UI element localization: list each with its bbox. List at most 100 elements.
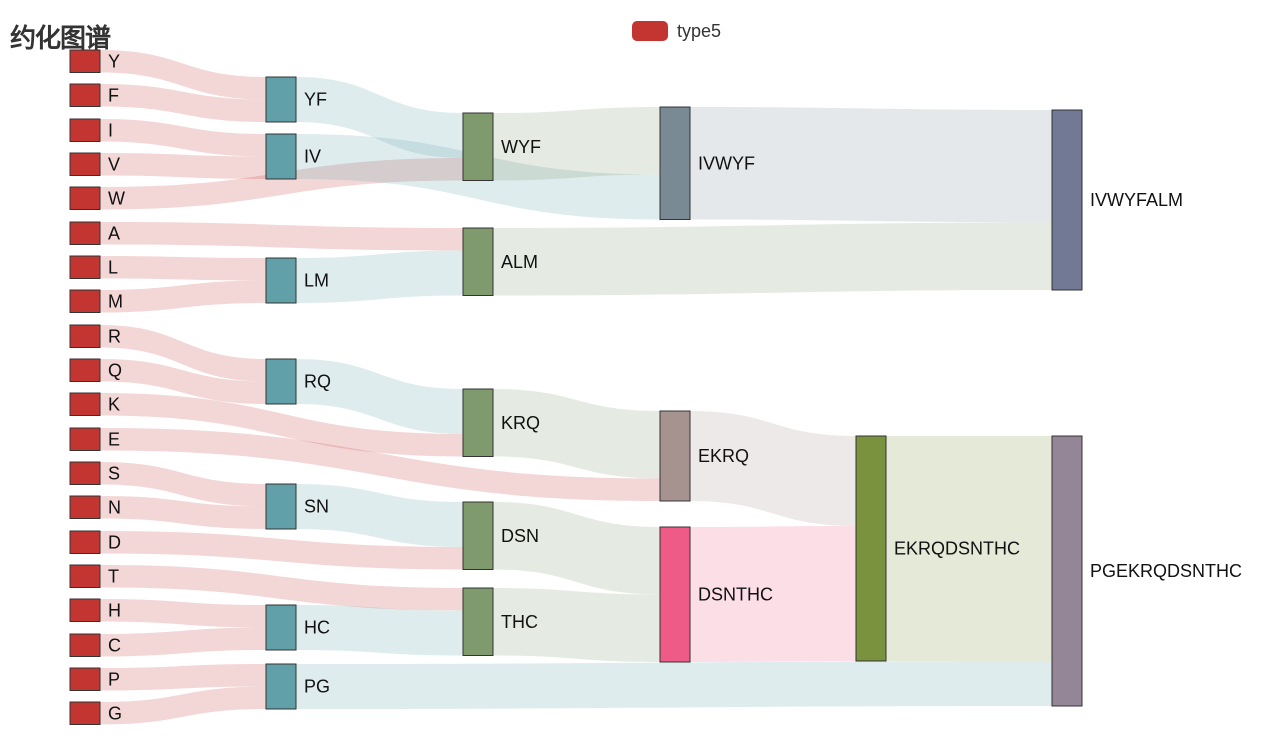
node-DSNTHC[interactable] bbox=[659, 526, 691, 663]
sankey-links bbox=[100, 50, 1052, 725]
link-HC-to-THC[interactable] bbox=[296, 605, 463, 656]
link-P-to-PG[interactable] bbox=[100, 664, 266, 691]
node-G[interactable] bbox=[69, 701, 101, 725]
link-D-to-DSN[interactable] bbox=[100, 531, 463, 570]
node-A[interactable] bbox=[69, 221, 101, 245]
node-WYF[interactable] bbox=[462, 112, 494, 181]
link-DSNTHC-to-EKRQDSNTHC[interactable] bbox=[690, 526, 856, 662]
node-label-G: G bbox=[108, 703, 122, 723]
link-DSN-to-DSNTHC[interactable] bbox=[493, 502, 660, 595]
link-ALM-to-IVWYFALM[interactable] bbox=[493, 222, 1052, 296]
link-THC-to-DSNTHC[interactable] bbox=[493, 588, 660, 662]
node-YF[interactable] bbox=[265, 76, 297, 123]
node-HC[interactable] bbox=[265, 604, 297, 651]
link-M-to-LM[interactable] bbox=[100, 280, 266, 313]
node-EKRQDSNTHC[interactable] bbox=[855, 435, 887, 662]
node-label-L: L bbox=[108, 257, 118, 277]
node-PG[interactable] bbox=[265, 663, 297, 710]
link-LM-to-ALM[interactable] bbox=[296, 250, 463, 304]
link-S-to-SN[interactable] bbox=[100, 462, 266, 507]
link-V-to-IV[interactable] bbox=[100, 153, 266, 179]
node-SN[interactable] bbox=[265, 483, 297, 530]
node-label-PG: PG bbox=[304, 677, 330, 697]
node-label-WYF: WYF bbox=[501, 137, 541, 157]
link-Y-to-YF[interactable] bbox=[100, 50, 266, 100]
link-I-to-IV[interactable] bbox=[100, 119, 266, 157]
node-label-E: E bbox=[108, 429, 120, 449]
node-Q[interactable] bbox=[69, 358, 101, 382]
node-W[interactable] bbox=[69, 186, 101, 210]
legend[interactable]: type5 bbox=[632, 20, 721, 42]
node-label-H: H bbox=[108, 600, 121, 620]
node-PGEKRQDSNTHC[interactable] bbox=[1051, 435, 1083, 707]
node-label-KRQ: KRQ bbox=[501, 413, 540, 433]
node-label-V: V bbox=[108, 154, 120, 174]
link-C-to-HC[interactable] bbox=[100, 627, 266, 657]
link-KRQ-to-EKRQ[interactable] bbox=[493, 389, 660, 479]
node-label-D: D bbox=[108, 532, 121, 552]
node-label-Q: Q bbox=[108, 360, 122, 380]
node-M[interactable] bbox=[69, 289, 101, 313]
node-I[interactable] bbox=[69, 118, 101, 142]
node-label-IVWYFALM: IVWYFALM bbox=[1090, 190, 1183, 210]
link-L-to-LM[interactable] bbox=[100, 256, 266, 281]
node-K[interactable] bbox=[69, 392, 101, 416]
node-label-IV: IV bbox=[304, 147, 321, 167]
node-THC[interactable] bbox=[462, 587, 494, 656]
legend-label-type5: type5 bbox=[677, 20, 722, 41]
link-RQ-to-KRQ[interactable] bbox=[296, 359, 463, 434]
node-RQ[interactable] bbox=[265, 358, 297, 405]
node-label-K: K bbox=[108, 394, 120, 414]
link-Q-to-RQ[interactable] bbox=[100, 359, 266, 404]
link-G-to-PG[interactable] bbox=[100, 686, 266, 725]
node-H[interactable] bbox=[69, 598, 101, 622]
sankey-labels: YFIVWALMRQKESNDTHCPGYFIVLMRQSNHCPGWYFALM… bbox=[108, 51, 1242, 723]
node-N[interactable] bbox=[69, 495, 101, 519]
link-IVWYF-to-IVWYFALM[interactable] bbox=[690, 107, 1052, 223]
node-R[interactable] bbox=[69, 324, 101, 348]
link-A-to-ALM[interactable] bbox=[100, 222, 463, 251]
link-WYF-to-IVWYF[interactable] bbox=[493, 107, 660, 181]
node-label-ALM: ALM bbox=[501, 252, 538, 272]
node-C[interactable] bbox=[69, 633, 101, 657]
link-N-to-SN[interactable] bbox=[100, 496, 266, 529]
node-KRQ[interactable] bbox=[462, 388, 494, 457]
link-PG-to-PGEKRQDSNTHC[interactable] bbox=[296, 661, 1052, 709]
node-EKRQ[interactable] bbox=[659, 410, 691, 502]
node-T[interactable] bbox=[69, 564, 101, 588]
node-F[interactable] bbox=[69, 83, 101, 107]
link-F-to-YF[interactable] bbox=[100, 84, 266, 122]
node-P[interactable] bbox=[69, 667, 101, 691]
link-T-to-THC[interactable] bbox=[100, 565, 463, 611]
link-YF-to-WYF[interactable] bbox=[296, 77, 463, 158]
node-IV[interactable] bbox=[265, 133, 297, 180]
node-V[interactable] bbox=[69, 152, 101, 176]
node-label-I: I bbox=[108, 120, 113, 140]
node-IVWYF[interactable] bbox=[659, 106, 691, 220]
node-IVWYFALM[interactable] bbox=[1051, 109, 1083, 291]
node-label-DSN: DSN bbox=[501, 526, 539, 546]
node-label-W: W bbox=[108, 188, 125, 208]
node-label-A: A bbox=[108, 223, 120, 243]
node-label-C: C bbox=[108, 635, 121, 655]
node-D[interactable] bbox=[69, 530, 101, 554]
link-K-to-KRQ[interactable] bbox=[100, 393, 463, 457]
node-Y[interactable] bbox=[69, 49, 101, 73]
node-label-S: S bbox=[108, 463, 120, 483]
node-label-SN: SN bbox=[304, 497, 329, 517]
node-ALM[interactable] bbox=[462, 227, 494, 296]
node-S[interactable] bbox=[69, 461, 101, 485]
link-E-to-EKRQ[interactable] bbox=[100, 428, 660, 501]
node-L[interactable] bbox=[69, 255, 101, 279]
link-EKRQ-to-EKRQDSNTHC[interactable] bbox=[690, 411, 856, 526]
node-label-IVWYF: IVWYF bbox=[698, 153, 755, 173]
link-SN-to-DSN[interactable] bbox=[296, 484, 463, 547]
link-R-to-RQ[interactable] bbox=[100, 325, 266, 382]
link-W-to-WYF[interactable] bbox=[100, 158, 463, 210]
node-label-THC: THC bbox=[501, 612, 538, 632]
node-DSN[interactable] bbox=[462, 501, 494, 570]
link-EKRQDSNTHC-to-PGEKRQDSNTHC[interactable] bbox=[886, 436, 1052, 661]
node-LM[interactable] bbox=[265, 257, 297, 304]
node-E[interactable] bbox=[69, 427, 101, 451]
link-H-to-HC[interactable] bbox=[100, 599, 266, 628]
